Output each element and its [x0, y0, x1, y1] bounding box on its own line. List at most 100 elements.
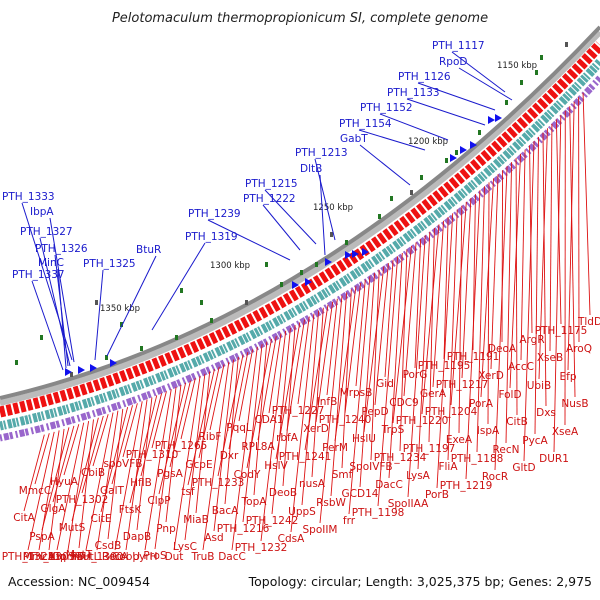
gene-mark — [245, 300, 248, 305]
reverse-gene-label: PorA — [469, 398, 494, 410]
gene-mark — [280, 282, 283, 287]
reverse-leader-line — [399, 249, 408, 452]
reverse-gene-label: MmcC — [19, 485, 51, 497]
reverse-gene-label: PTH_1219 — [440, 480, 493, 492]
forward-gene-label: MinC — [38, 257, 64, 269]
reverse-gene-label: XerD — [303, 423, 329, 435]
forward-leader-line — [262, 204, 301, 251]
reverse-gene-label: Dxs — [536, 407, 556, 419]
gene-mark — [455, 150, 458, 155]
reverse-gene-label: ExeA — [446, 434, 473, 446]
reverse-leader-line — [238, 349, 254, 422]
reverse-leader-line — [348, 276, 371, 515]
reverse-leader-line — [48, 428, 65, 551]
gene-mark — [390, 196, 393, 201]
reverse-gene-label: PTH_1175 — [535, 325, 588, 337]
reverse-leader-line — [253, 341, 268, 496]
reverse-leader-line — [184, 373, 206, 541]
reverse-leader-line — [432, 220, 445, 388]
reverse-leader-line — [151, 391, 167, 449]
reverse-leader-line — [355, 279, 366, 387]
reverse-gene-label: GpmB — [52, 551, 84, 563]
forward-leader-line — [106, 255, 157, 357]
reverse-gene-label: MrpsB — [340, 387, 373, 399]
reverse-leader-line — [23, 434, 45, 512]
forward-leader-line — [451, 51, 506, 93]
forward-gene-arrow — [65, 368, 72, 376]
reverse-leader-line — [472, 194, 476, 351]
tick-label: 1250 kbp — [313, 203, 353, 213]
forward-gene-arrow — [325, 258, 332, 266]
reverse-gene-label: ProS — [143, 550, 167, 562]
forward-leader-line — [207, 219, 291, 261]
reverse-gene-label: CobU — [112, 551, 140, 563]
forward-gene-arrow — [78, 366, 85, 374]
reverse-leader-line — [257, 336, 277, 441]
reverse-leader-line — [520, 149, 526, 361]
reverse-gene-label: GcpE — [185, 459, 212, 471]
reverse-leader-line — [509, 153, 522, 389]
reverse-leader-line — [461, 198, 472, 379]
reverse-leader-line — [107, 408, 124, 540]
reverse-gene-label: CdsA — [278, 533, 305, 545]
reverse-gene-label: Smf — [332, 469, 353, 481]
gene-mark — [120, 322, 123, 327]
reverse-leader-line — [403, 242, 417, 397]
reverse-gene-label: Dut — [165, 551, 184, 563]
reverse-leader-line — [173, 376, 201, 551]
forward-leader-line — [458, 67, 513, 101]
reverse-gene-label: PTH_1242 — [246, 515, 299, 527]
reverse-gene-label: PycA — [522, 435, 548, 447]
reverse-gene-label: PTH_1188 — [451, 453, 504, 465]
reverse-gene-label: CitB — [506, 416, 528, 428]
reverse-gene-label: HslU — [352, 433, 376, 445]
reverse-gene-label: GCD14 — [342, 488, 379, 500]
reverse-gene-label: PTH_1197 — [403, 443, 456, 455]
reverse-gene-label: PTH_1204 — [425, 406, 478, 418]
reverse-leader-line — [224, 357, 239, 505]
reverse-leader-line — [567, 101, 575, 371]
reverse-gene-label: AroQ — [566, 343, 592, 355]
reverse-gene-label: SpoIIM — [302, 524, 337, 536]
forward-gene-labels: PTH_1117 RpoD PTH_1126 PTH_1133 PTH_1152 PTH_… — [2, 40, 513, 371]
reverse-gene-label: RocR — [482, 471, 508, 483]
reverse-gene-label: HflB — [130, 477, 152, 489]
cog-track-b — [0, 75, 600, 442]
forward-leader-line — [314, 158, 336, 241]
reverse-gene-label: CDC9 — [389, 397, 418, 409]
reverse-leader-line — [180, 378, 196, 440]
reverse-leader-line — [421, 224, 440, 415]
reverse-gene-label: CitE — [91, 513, 112, 525]
reverse-leader-line — [315, 301, 334, 423]
reverse-leader-line — [494, 166, 508, 471]
reverse-gene-label: PorB — [425, 489, 449, 501]
gene-mark — [505, 100, 508, 105]
reverse-gene-label: DapB — [123, 531, 151, 543]
forward-gene-arrow — [362, 248, 369, 256]
forward-gene-arrow — [460, 146, 467, 154]
gene-mark — [210, 318, 213, 323]
forward-leader-line — [359, 144, 411, 186]
reverse-leader-line — [447, 209, 458, 461]
reverse-leader-line — [56, 422, 85, 551]
topology: Topology: circular; Length: 3,025,375 bp… — [248, 574, 592, 589]
forward-gene-arrow — [110, 359, 117, 367]
reverse-gene-label: MiaB — [183, 514, 209, 526]
reverse-gene-label: GerA — [420, 388, 447, 400]
reverse-gene-label: DacC — [375, 479, 403, 491]
tick-label: 1350 kbp — [100, 304, 140, 314]
reverse-leader-line — [443, 217, 449, 360]
reverse-leader-line — [268, 333, 282, 414]
reverse-leader-line — [282, 325, 296, 487]
reverse-leader-line — [450, 201, 467, 406]
reverse-gene-label: PTH_1198 — [352, 507, 405, 519]
reverse-gene-label: PTH_1220 — [396, 415, 449, 427]
reverse-leader-line — [286, 319, 306, 432]
tick-label: 1150 kbp — [497, 61, 537, 71]
reverse-gene-label: PTH_1240 — [319, 414, 372, 426]
reverse-leader-line — [392, 245, 412, 424]
reverse-gene-label: RecN — [493, 444, 520, 456]
reverse-leader-line — [549, 123, 553, 352]
reverse-gene-label: IspA — [477, 425, 500, 437]
reverse-gene-label: CodY — [234, 469, 261, 481]
